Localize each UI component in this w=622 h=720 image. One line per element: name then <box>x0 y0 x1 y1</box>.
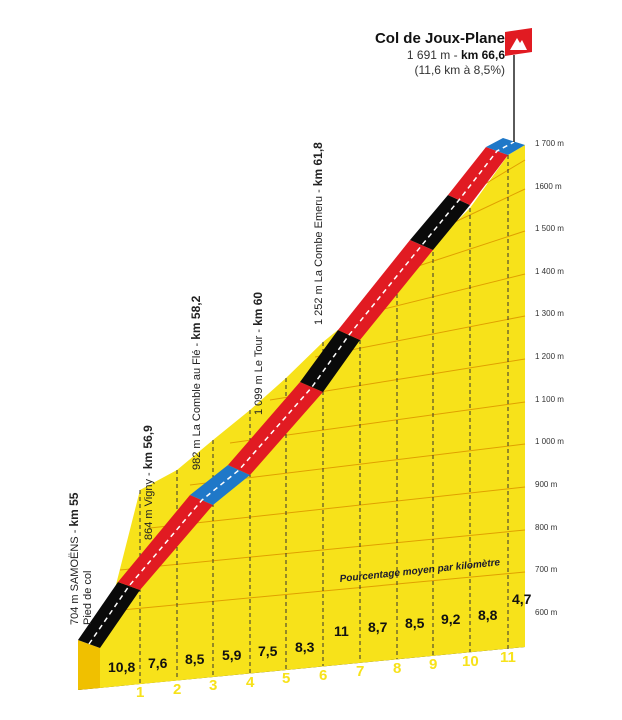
svg-text:Pied de col: Pied de col <box>82 571 94 625</box>
svg-text:1 099 m Le Tour - km 60: 1 099 m Le Tour - km 60 <box>251 292 265 415</box>
svg-text:9,2: 9,2 <box>441 611 461 627</box>
y-tick: 1 200 m <box>535 352 564 361</box>
y-tick: 1 700 m <box>535 139 564 148</box>
waypoint-comble-au-fle: 982 m La Comble au Flé - km 58,2 <box>189 295 203 470</box>
y-tick: 700 m <box>535 565 558 574</box>
svg-text:982 m La Comble au Flé - km 58: 982 m La Comble au Flé - km 58,2 <box>189 295 203 470</box>
svg-text:8,3: 8,3 <box>295 639 315 655</box>
svg-text:4: 4 <box>246 674 255 691</box>
y-tick: 1 100 m <box>535 395 564 404</box>
svg-text:8,8: 8,8 <box>478 607 498 623</box>
svg-text:7,5: 7,5 <box>258 643 278 659</box>
summit-altitude-km: 1 691 m - km 66,6 <box>406 48 505 62</box>
y-tick: 1 400 m <box>535 267 564 276</box>
mountain-icon <box>510 38 527 50</box>
summit-name: Col de Joux-Plane <box>374 30 505 47</box>
y-tick: 900 m <box>535 480 558 489</box>
svg-text:7: 7 <box>356 663 364 680</box>
waypoint-samoens: 704 m SAMOËNS - km 55 Pied de col <box>67 492 94 625</box>
waypoint-vigny: 864 m Vigny - km 56,9 <box>141 425 155 540</box>
summit-details: (11,6 km à 8,5%) <box>414 63 505 77</box>
svg-text:1: 1 <box>136 684 144 701</box>
y-tick: 800 m <box>535 523 558 532</box>
svg-text:864 m Vigny - km 56,9: 864 m Vigny - km 56,9 <box>141 425 155 540</box>
svg-text:11: 11 <box>500 649 516 666</box>
svg-text:10: 10 <box>462 653 479 670</box>
y-tick: 1 300 m <box>535 309 564 318</box>
svg-text:3: 3 <box>209 677 217 694</box>
svg-text:4,7: 4,7 <box>512 591 532 607</box>
svg-text:10,8: 10,8 <box>108 659 135 675</box>
km-labels: 1 2 3 4 5 6 7 8 9 10 11 <box>136 649 516 701</box>
svg-text:6: 6 <box>319 667 327 684</box>
y-tick: 1 000 m <box>535 437 564 446</box>
y-tick: 600 m <box>535 608 558 617</box>
svg-text:7,6: 7,6 <box>148 655 168 671</box>
summit-info: Col de Joux-Plane 1 691 m - km 66,6 (11,… <box>300 30 505 78</box>
waypoint-combe-emeru: 1 252 m La Combe Emeru - km 61,8 <box>311 142 325 325</box>
svg-text:5: 5 <box>282 670 290 687</box>
road-band <box>78 138 525 648</box>
svg-text:704 m SAMOËNS - km 55: 704 m SAMOËNS - km 55 <box>67 492 81 625</box>
y-axis: 1 700 m 1600 m 1 500 m 1 400 m 1 300 m 1… <box>535 139 564 617</box>
svg-text:8,7: 8,7 <box>368 619 388 635</box>
gradient-labels: 10,8 7,6 8,5 5,9 7,5 8,3 11 8,7 8,5 9,2 … <box>108 591 532 675</box>
svg-text:8,5: 8,5 <box>185 651 205 667</box>
svg-text:11: 11 <box>334 623 349 639</box>
svg-text:8,5: 8,5 <box>405 615 425 631</box>
y-tick: 1600 m <box>535 182 562 191</box>
svg-text:2: 2 <box>173 681 181 698</box>
svg-text:1 252 m La Combe Emeru - km 61: 1 252 m La Combe Emeru - km 61,8 <box>311 142 325 325</box>
svg-text:8: 8 <box>393 660 401 677</box>
summit-flag <box>505 28 532 142</box>
profile-side <box>78 640 100 690</box>
waypoint-le-tour: 1 099 m Le Tour - km 60 <box>251 292 265 415</box>
profile-face <box>100 145 525 688</box>
y-tick: 1 500 m <box>535 224 564 233</box>
svg-text:9: 9 <box>429 656 437 673</box>
svg-text:5,9: 5,9 <box>222 647 242 663</box>
